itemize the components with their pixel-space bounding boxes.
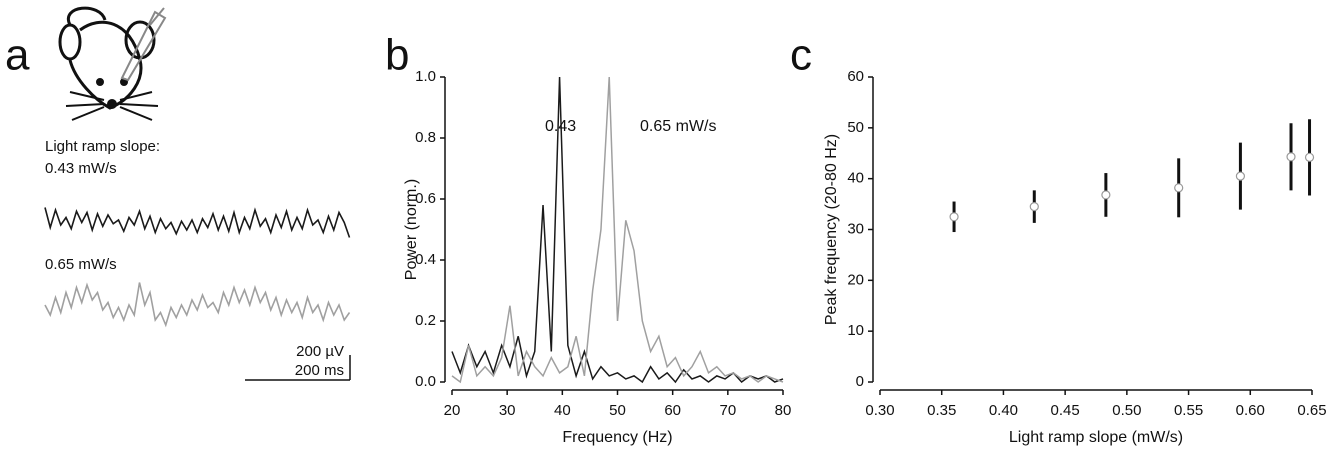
y-tick-label: 50 <box>847 119 864 136</box>
x-tick-label: 0.65 <box>1297 402 1326 419</box>
trace-label: 0.65 mW/s <box>45 256 117 273</box>
series-line <box>451 76 784 384</box>
x-tick-label: 30 <box>499 402 516 419</box>
x-axis-label: Frequency (Hz) <box>562 429 672 446</box>
point <box>949 212 959 222</box>
point <box>1286 152 1296 162</box>
scalebar-y-label: 200 µV <box>296 343 344 360</box>
point <box>1304 152 1315 162</box>
x-tick-label: 0.50 <box>1112 402 1141 419</box>
x-tick-label: 0.45 <box>1051 402 1080 419</box>
x-tick-label: 70 <box>719 402 736 419</box>
x-tick-label: 40 <box>554 402 571 419</box>
y-tick-label: 0.8 <box>415 129 436 146</box>
scalebar-x-label: 200 ms <box>295 362 344 379</box>
trace-label: 0.43 mW/s <box>45 160 117 177</box>
trace-header: Light ramp slope: <box>45 138 160 155</box>
y-tick-label: 0.4 <box>415 251 436 268</box>
point <box>1235 171 1246 181</box>
x-tick-label: 50 <box>609 402 626 419</box>
x-tick-label: 0.60 <box>1236 402 1265 419</box>
point <box>1101 190 1111 200</box>
x-tick-label: 0.30 <box>865 402 894 419</box>
x-tick-label: 0.40 <box>989 402 1018 419</box>
y-tick-label: 30 <box>847 220 864 237</box>
y-tick-label: 0.0 <box>415 373 436 390</box>
y-tick-label: 40 <box>847 170 864 187</box>
y-tick-label: 0.2 <box>415 312 436 329</box>
y-tick-label: 60 <box>847 68 864 85</box>
series-line <box>451 76 784 384</box>
y-axis-label: Power (norm.) <box>403 179 420 280</box>
x-axis-label: Light ramp slope (mW/s) <box>1009 429 1183 446</box>
point <box>1174 183 1184 193</box>
panel-letter: b <box>385 31 409 80</box>
panel-letter: a <box>5 31 30 80</box>
y-tick-label: 0 <box>856 373 864 390</box>
panel-letter: c <box>790 31 812 80</box>
trace <box>44 282 351 328</box>
y-tick-label: 10 <box>847 322 864 339</box>
x-tick-label: 0.55 <box>1174 402 1203 419</box>
x-tick-label: 60 <box>664 402 681 419</box>
mouse-cartoon <box>58 6 167 121</box>
x-tick-label: 80 <box>775 402 792 419</box>
y-tick-label: 0.6 <box>415 190 436 207</box>
series-label: 0.43 <box>545 118 576 135</box>
x-tick-label: 0.35 <box>927 402 956 419</box>
y-axis-label: Peak frequency (20-80 Hz) <box>823 134 840 325</box>
x-tick-label: 20 <box>444 402 461 419</box>
y-tick-label: 20 <box>847 271 864 288</box>
trace <box>44 207 351 238</box>
point <box>1029 202 1039 212</box>
series-label: 0.65 mW/s <box>640 118 716 135</box>
y-tick-label: 1.0 <box>415 68 436 85</box>
